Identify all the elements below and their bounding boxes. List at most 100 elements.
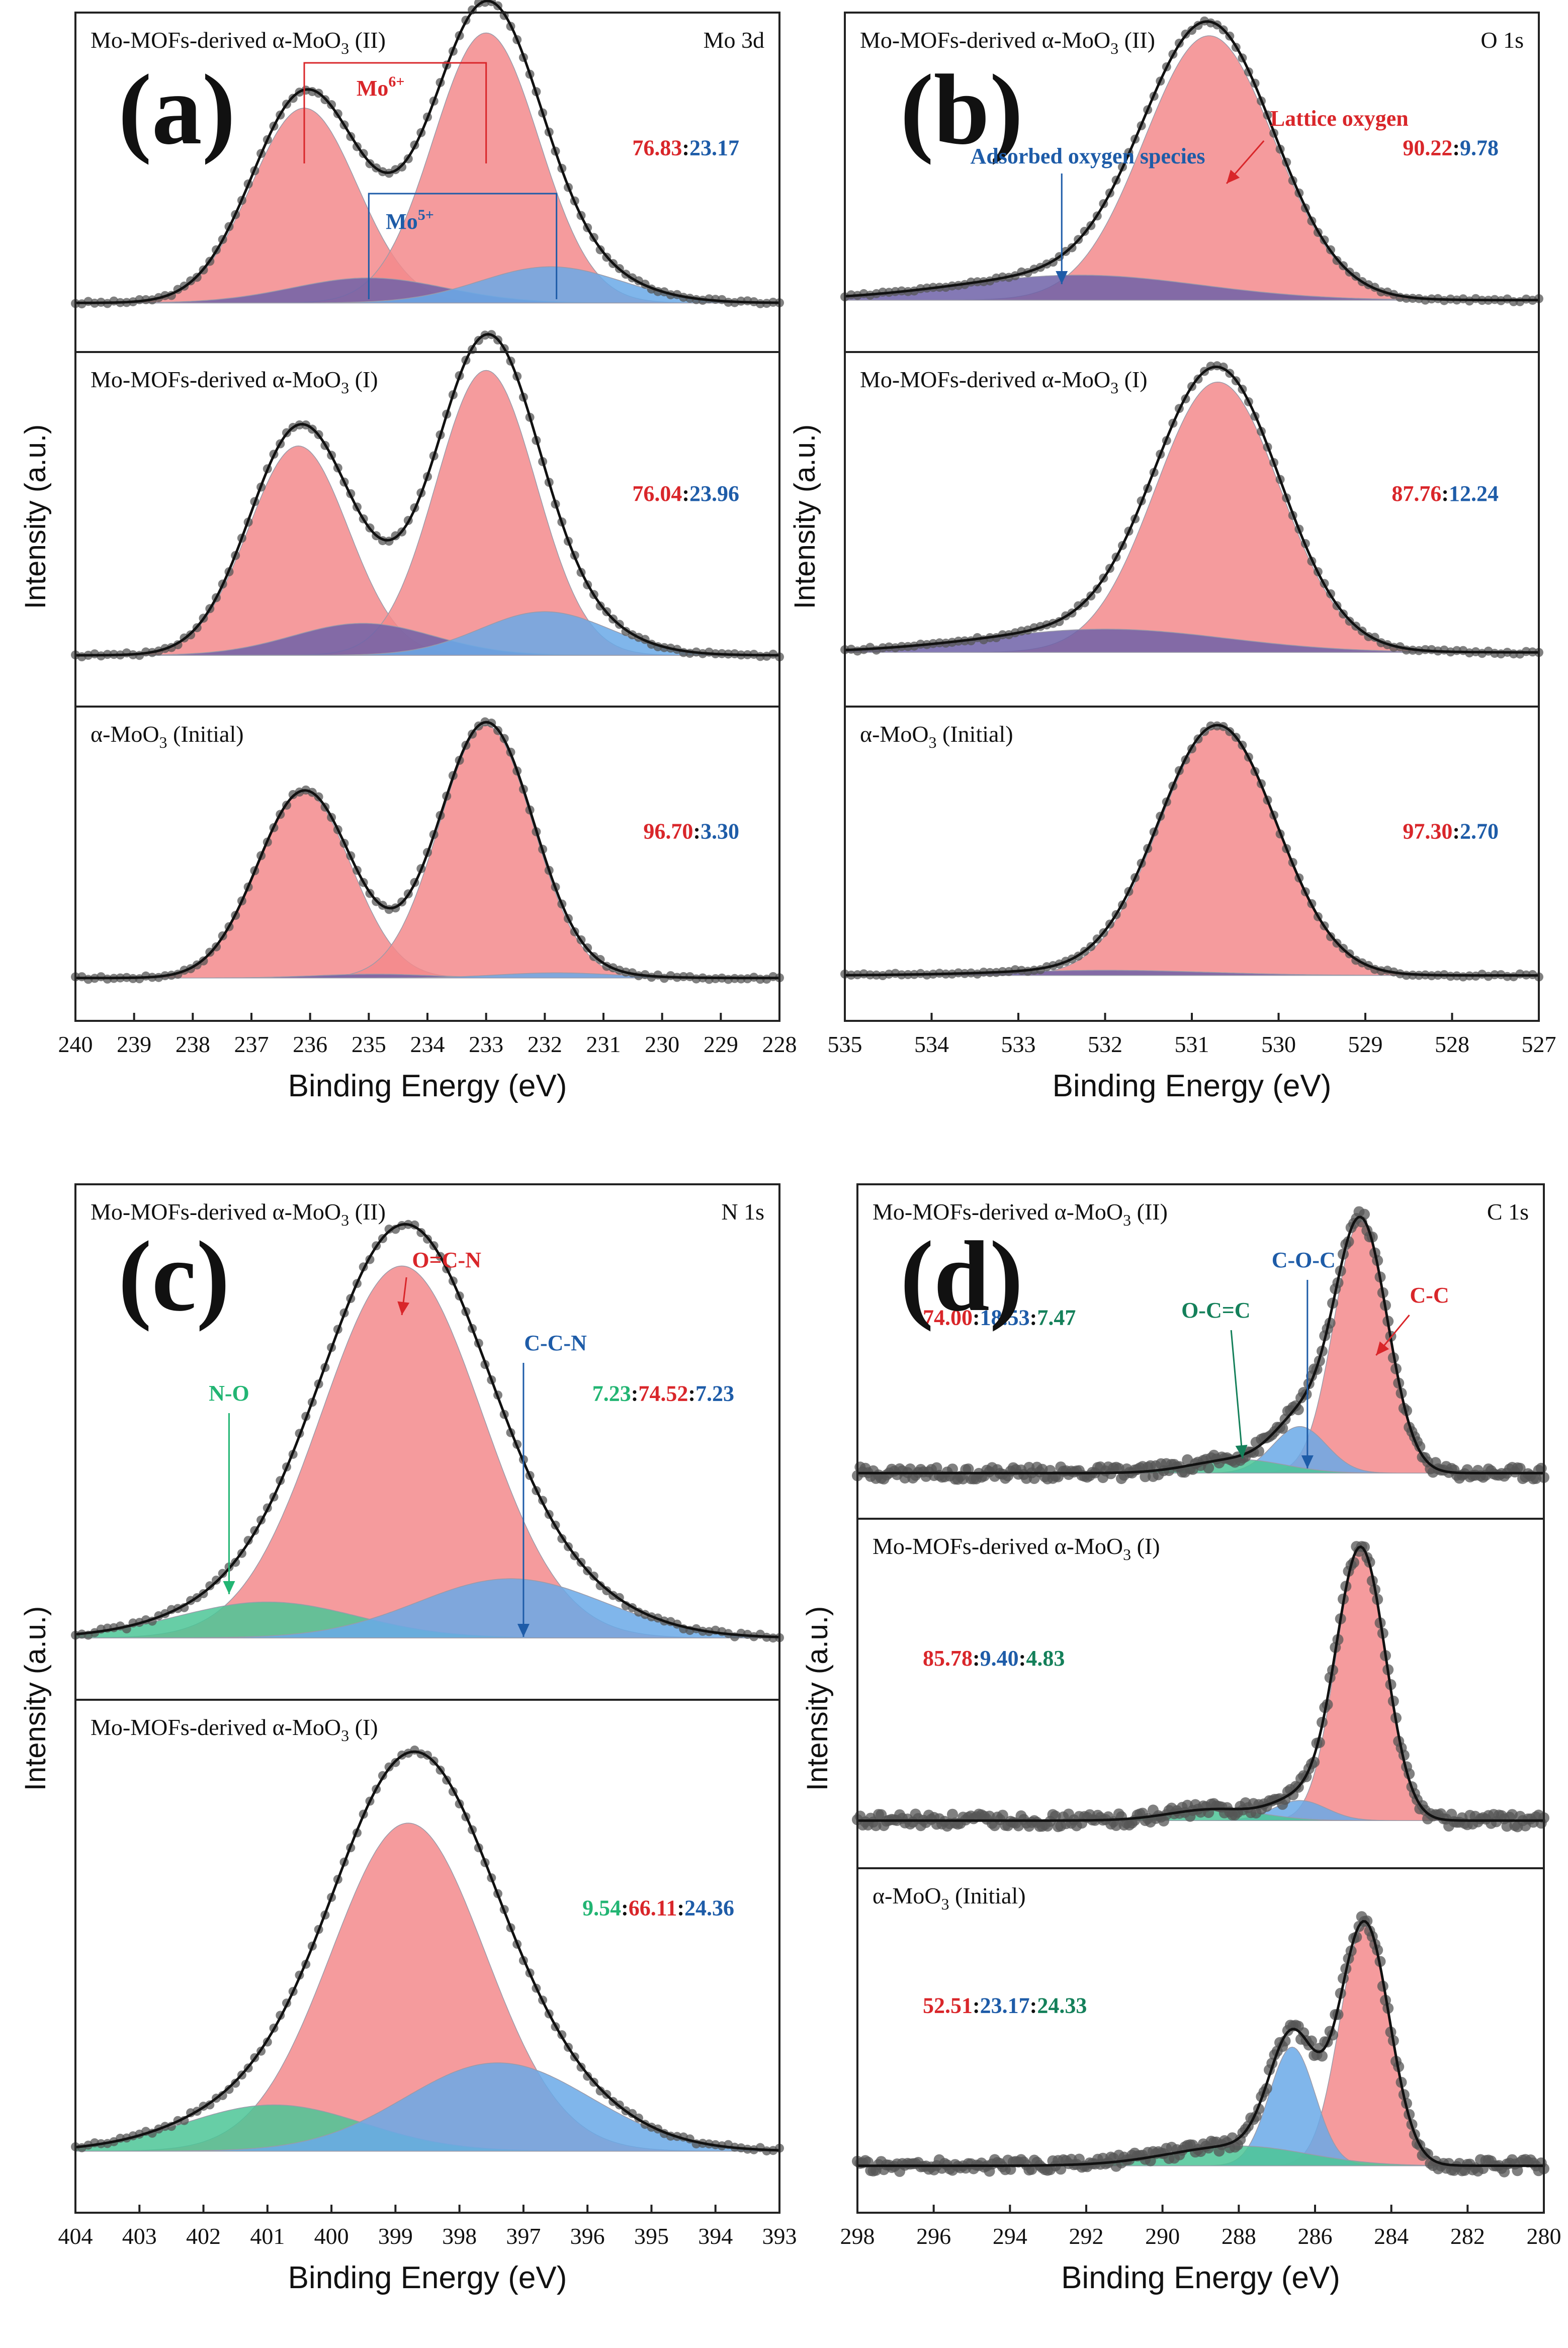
x-tick-label: 529 (1348, 1031, 1383, 1057)
peak-component-0 (857, 1547, 1544, 1821)
x-tick-label: 232 (528, 1031, 562, 1057)
x-tick-label: 404 (58, 2223, 93, 2249)
peak-annotation: C-O-C (1272, 1248, 1336, 1272)
peak-component-0 (857, 1925, 1544, 2166)
sample-name: Mo-MOFs-derived α-MoO3 (II) (91, 1199, 386, 1229)
x-tick-label: 235 (352, 1031, 386, 1057)
annotations: O=C-N C-C-N N-O (209, 1248, 587, 1637)
x-tick-label: 234 (410, 1031, 445, 1057)
sample-name: Mo-MOFs-derived α-MoO3 (II) (860, 27, 1155, 57)
x-tick-label: 403 (122, 2223, 157, 2249)
ratio-label: 85.78:9.40:4.83 (923, 1646, 1065, 1671)
component-peaks (75, 1822, 780, 2152)
subplot-b-1: Mo-MOFs-derived α-MoO3 (I) 87.76:12.24 (840, 351, 1543, 708)
fit-envelope (844, 366, 1539, 654)
annotation-arrowhead (1235, 1445, 1248, 1458)
fit-envelope (75, 1750, 780, 2152)
subplot-b-2: α-MoO3 (Initial) 97.30:2.70 (840, 706, 1543, 1022)
peak-annotation: C-C (1410, 1283, 1449, 1308)
peak-annotation: Lattice oxygen (1270, 106, 1409, 131)
annotation-arrowhead (1056, 271, 1068, 284)
annotation-arrow-line (1230, 1330, 1244, 1459)
x-axis: 535 534 533 532 531 530 529 528 527 (828, 1013, 1556, 1057)
data-point (1140, 1471, 1151, 1483)
ratio-label: 90.22:9.78 (1403, 136, 1499, 160)
annotation-arrowhead (517, 1624, 530, 1637)
x-tick-label: 396 (570, 2223, 605, 2249)
peak-annotation: O-C=C (1181, 1298, 1251, 1323)
x-tick-label: 229 (704, 1031, 738, 1057)
sample-name: Mo-MOFs-derived α-MoO3 (I) (91, 367, 378, 397)
panel-label: (c) (118, 1221, 230, 1332)
x-tick-label: 535 (828, 1031, 862, 1057)
panel-a: Mo-MOFs-derived α-MoO3 (II) 76.83:23.17 Mo… (19, 0, 797, 1103)
x-tick-label: 393 (762, 2223, 797, 2249)
mo5-bracket (368, 193, 558, 299)
annotation-arrowhead (1301, 1455, 1314, 1468)
data-point (1359, 1541, 1370, 1553)
x-tick-label: 284 (1374, 2223, 1409, 2249)
peak-component-1 (75, 370, 780, 656)
element-label: C 1s (1487, 1199, 1529, 1225)
subplot-d-1: Mo-MOFs-derived α-MoO3 (I) 85.78:9.40:4.8… (852, 1518, 1549, 1869)
panel-c: Mo-MOFs-derived α-MoO3 (II) 7.23:74.52:7.… (19, 1183, 797, 2295)
x-tick-label: 239 (117, 1031, 151, 1057)
panel-label: (b) (900, 54, 1023, 165)
annotation-arrowhead (397, 1301, 410, 1315)
subplot-a-1: Mo-MOFs-derived α-MoO3 (I) 76.04:23.96 (71, 330, 784, 708)
data-point (1317, 2050, 1328, 2062)
subplot-d-2: α-MoO3 (Initial) 52.51:23.17:24.33 (852, 1867, 1549, 2214)
data-point (384, 1225, 394, 1234)
x-axis: 404 403 402 401 400 399 398 397 396 395 394 393 (58, 2205, 797, 2249)
x-tick-label: 534 (914, 1031, 949, 1057)
x-tick-label: 280 (1527, 2223, 1561, 2249)
data-point (231, 2078, 240, 2088)
subplot-c-1: Mo-MOFs-derived α-MoO3 (I) 9.54:66.11:24.… (71, 1699, 784, 2214)
x-tick-label: 397 (506, 2223, 541, 2249)
component-peaks (857, 1547, 1544, 1821)
x-tick-label: 238 (176, 1031, 210, 1057)
sample-name: Mo-MOFs-derived α-MoO3 (I) (860, 367, 1148, 397)
annotation-arrowhead (1227, 169, 1240, 184)
ratio-label: 87.76:12.24 (1391, 481, 1499, 506)
sample-name: Mo-MOFs-derived α-MoO3 (I) (91, 1714, 378, 1745)
data-point (870, 1820, 882, 1832)
annotations: Lattice oxygen Adsorbed oxygen species (971, 106, 1409, 284)
sample-name: α-MoO3 (Initial) (873, 1883, 1026, 1913)
data-point (963, 1463, 974, 1475)
peak-annotation: Adsorbed oxygen species (971, 144, 1205, 168)
data-point (947, 1808, 958, 1820)
element-label: Mo 3d (704, 27, 764, 53)
data-point (1110, 1819, 1122, 1831)
data-point (1514, 1462, 1526, 1474)
ratio-label: 96.70:3.30 (643, 819, 739, 844)
x-tick-label: 296 (916, 2223, 951, 2249)
x-tick-label: 240 (58, 1031, 93, 1057)
fit-envelope (75, 333, 779, 657)
subplot-frame (74, 1699, 780, 2214)
x-tick-label: 533 (1001, 1031, 1036, 1057)
element-label: O 1s (1480, 27, 1524, 53)
x-tick-label: 399 (378, 2223, 413, 2249)
x-axis-title: Binding Energy (eV) (1053, 1069, 1332, 1103)
panel-d: Mo-MOFs-derived α-MoO3 (II) 74.00:18.53:7… (801, 1183, 1561, 2295)
annotation-arrowhead (1376, 1341, 1389, 1355)
x-tick-label: 530 (1261, 1031, 1296, 1057)
ratio-label: 74.00:18.53:7.47 (923, 1305, 1076, 1330)
x-tick-label: 532 (1088, 1031, 1122, 1057)
data-point (1050, 1810, 1061, 1822)
panel-b: Mo-MOFs-derived α-MoO3 (II) 90.22:9.78 O 1… (789, 12, 1556, 1103)
subplot-c-0: Mo-MOFs-derived α-MoO3 (II) 7.23:74.52:7.… (71, 1183, 784, 1701)
y-axis-title: Intensity (a.u.) (801, 1606, 834, 1791)
annotation-arrowhead (223, 1581, 235, 1594)
x-tick-label: 394 (698, 2223, 733, 2249)
x-tick-label: 400 (314, 2223, 349, 2249)
x-tick-label: 236 (293, 1031, 327, 1057)
x-tick-label: 233 (469, 1031, 503, 1057)
x-tick-label: 228 (762, 1031, 797, 1057)
y-axis-title: Intensity (a.u.) (789, 424, 821, 609)
x-axis-title: Binding Energy (eV) (1061, 2260, 1340, 2295)
peak-annotation: C-C-N (524, 1331, 587, 1355)
peak-annotation: Mo6+ (357, 73, 405, 101)
component-peaks (844, 727, 1539, 976)
